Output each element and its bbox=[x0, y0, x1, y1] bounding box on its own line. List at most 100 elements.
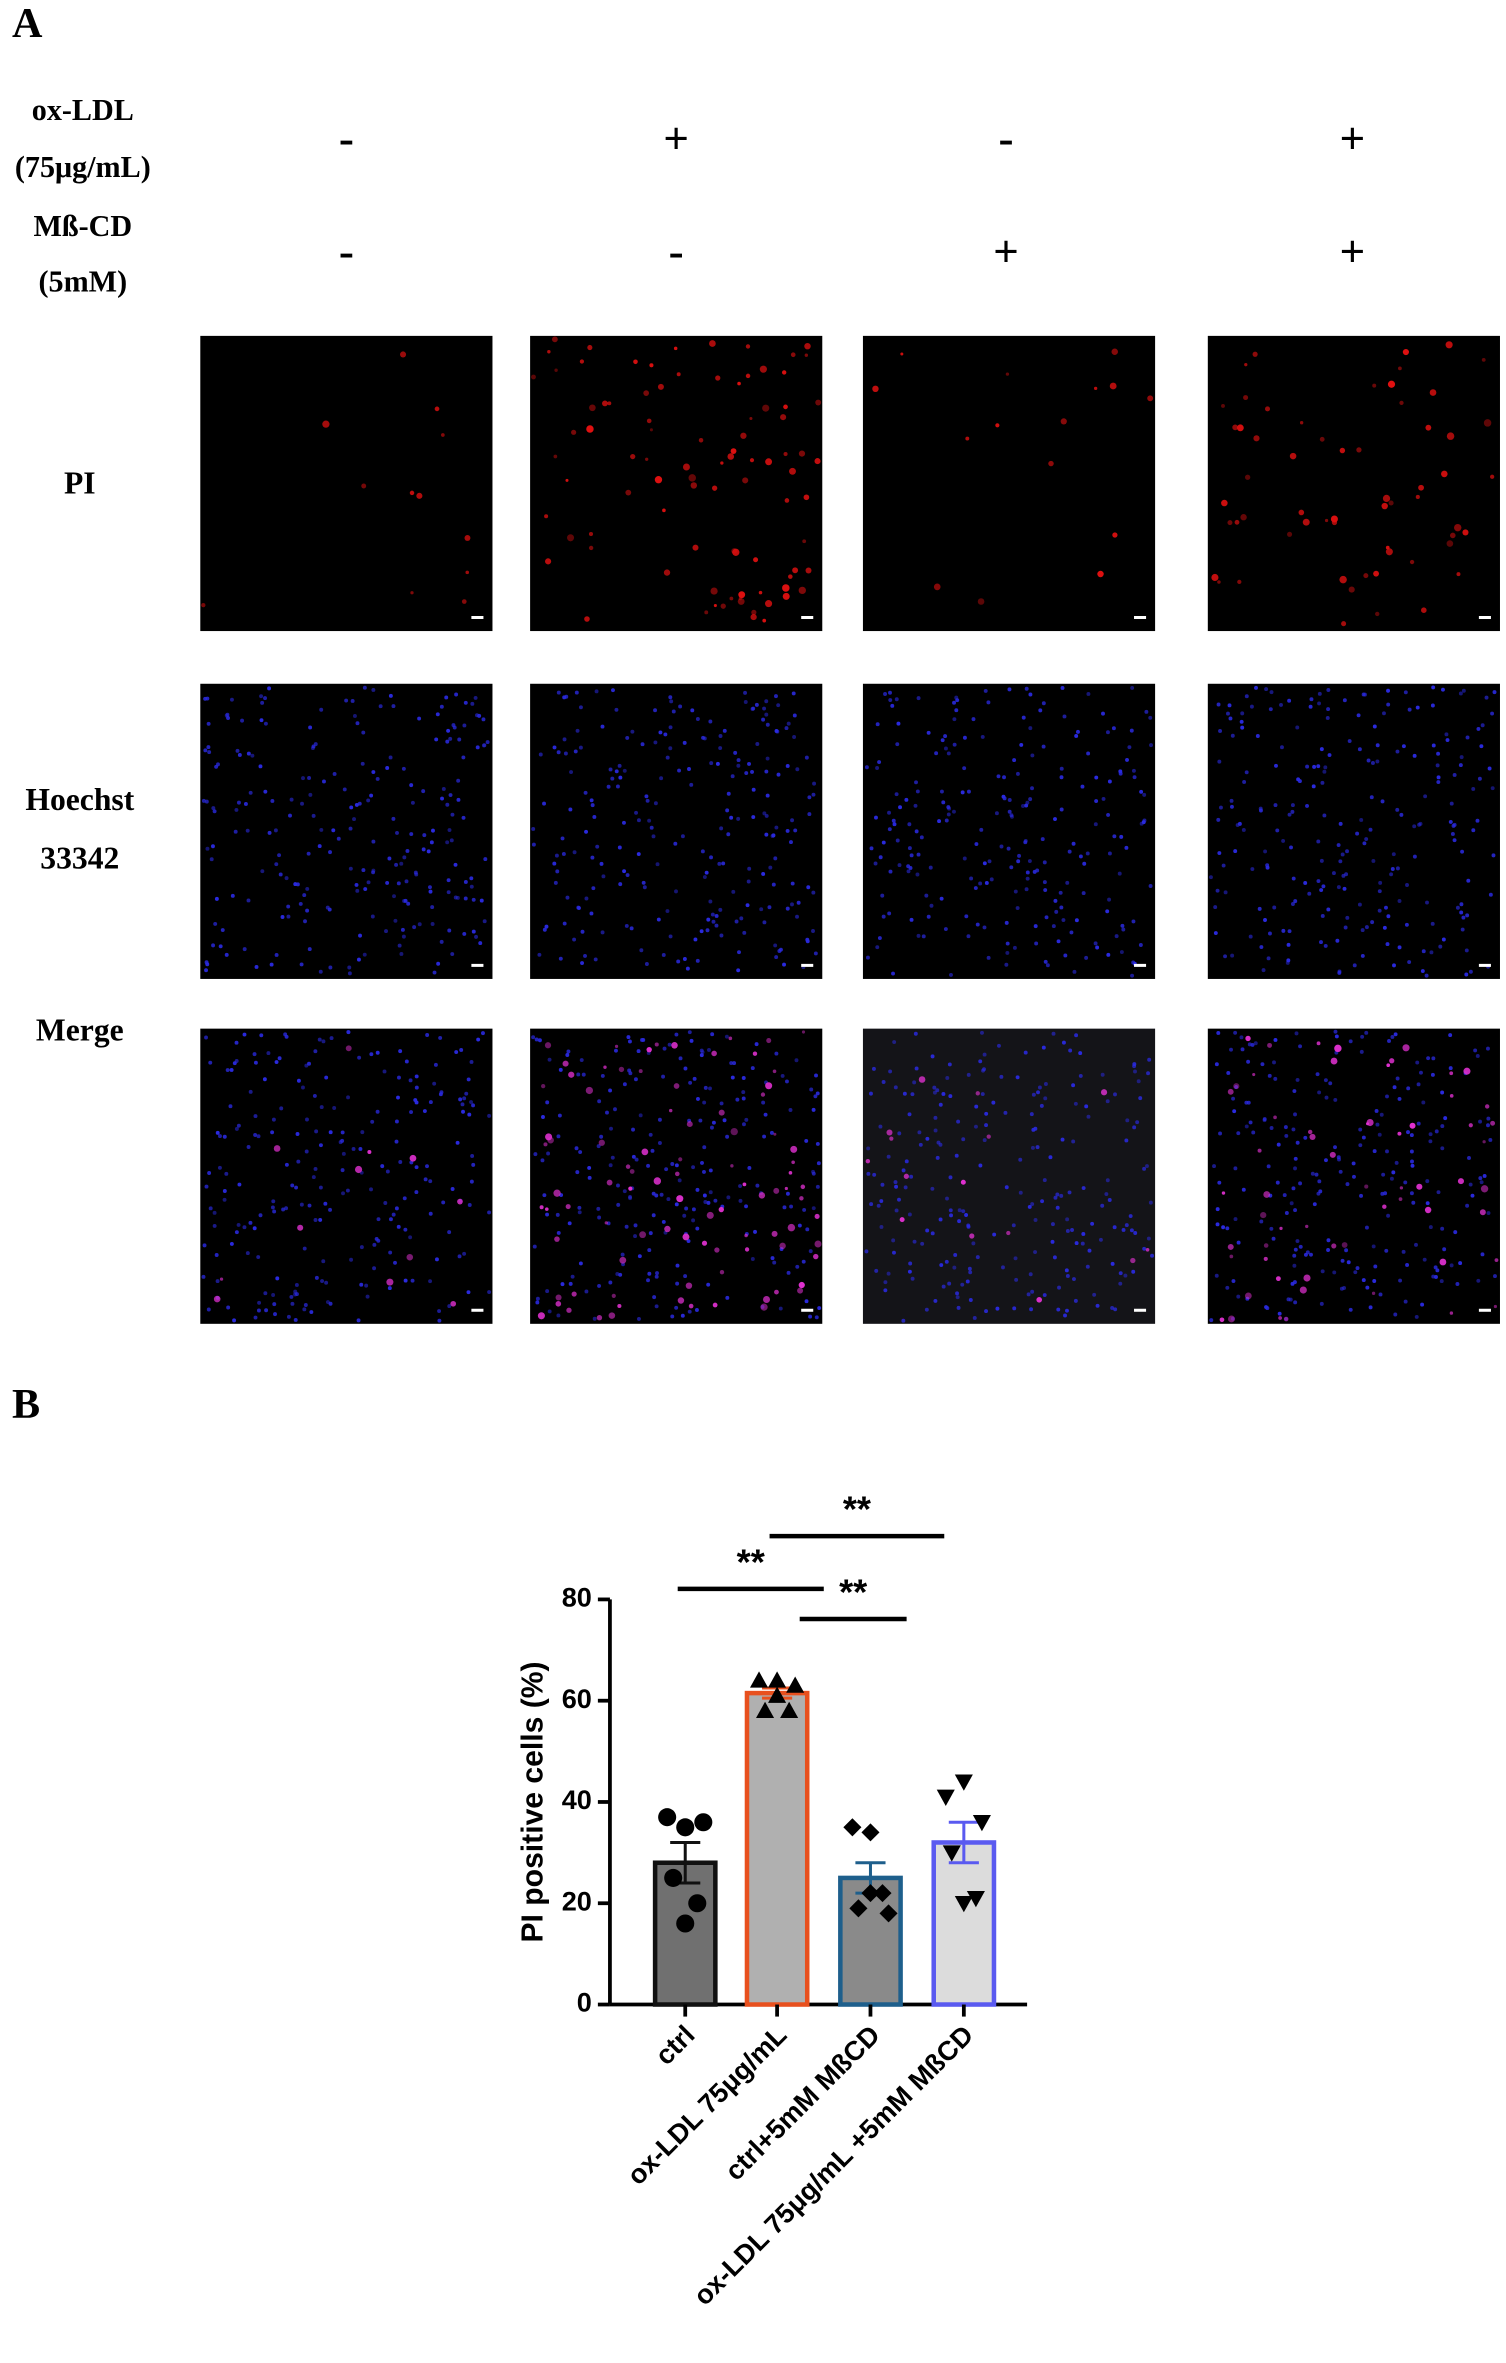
pi-cell bbox=[1316, 1041, 1321, 1046]
nucleus bbox=[1040, 837, 1045, 842]
nucleus bbox=[565, 1053, 570, 1057]
nucleus bbox=[314, 1129, 319, 1134]
nucleus bbox=[873, 861, 878, 866]
nucleus bbox=[797, 1223, 802, 1228]
nucleus bbox=[1231, 1279, 1236, 1284]
nucleus bbox=[593, 957, 598, 962]
nucleus bbox=[1320, 1269, 1325, 1274]
nucleus bbox=[1458, 1261, 1463, 1266]
nucleus bbox=[709, 761, 714, 766]
nucleus bbox=[1113, 1307, 1118, 1312]
nucleus bbox=[764, 699, 769, 704]
micrograph bbox=[862, 683, 1156, 979]
nucleus bbox=[982, 1138, 987, 1143]
nucleus bbox=[537, 1038, 542, 1043]
nucleus bbox=[1389, 872, 1394, 877]
nucleus bbox=[259, 718, 264, 723]
nucleus bbox=[1269, 1126, 1274, 1130]
pi-cell bbox=[653, 1177, 662, 1185]
pi-cell bbox=[629, 1169, 635, 1174]
pi-cell bbox=[1484, 1104, 1490, 1109]
pi-cell bbox=[765, 600, 773, 608]
nucleus bbox=[674, 1032, 679, 1037]
nucleus bbox=[317, 844, 322, 849]
nucleus bbox=[1486, 1116, 1491, 1121]
nucleus bbox=[980, 1092, 985, 1096]
nucleus bbox=[352, 713, 357, 718]
nucleus bbox=[222, 1134, 227, 1139]
nucleus bbox=[1363, 692, 1367, 697]
pi-cell bbox=[645, 457, 649, 461]
nucleus bbox=[286, 914, 291, 919]
nucleus bbox=[1028, 797, 1033, 802]
nucleus bbox=[913, 1031, 918, 1036]
pi-cell bbox=[753, 557, 759, 563]
nucleus bbox=[1440, 1090, 1445, 1095]
nucleus bbox=[437, 1318, 442, 1323]
nucleus bbox=[945, 1076, 950, 1080]
pi-cell bbox=[1233, 1083, 1240, 1090]
nucleus bbox=[429, 840, 434, 845]
nucleus bbox=[1093, 822, 1098, 827]
nucleus bbox=[573, 749, 578, 754]
nucleus bbox=[895, 742, 900, 747]
nucleus bbox=[479, 898, 484, 903]
nucleus bbox=[908, 865, 913, 870]
nucleus bbox=[785, 764, 790, 768]
nucleus bbox=[704, 870, 709, 875]
nucleus bbox=[1237, 821, 1242, 826]
nucleus bbox=[224, 952, 229, 957]
nucleus bbox=[1473, 1048, 1478, 1053]
nucleus bbox=[1377, 1132, 1382, 1137]
pi-cell bbox=[1217, 580, 1221, 584]
nucleus bbox=[375, 1109, 380, 1114]
nucleus bbox=[907, 1212, 912, 1217]
pi-cell bbox=[1429, 389, 1437, 396]
pi-cell bbox=[641, 1148, 649, 1156]
nucleus bbox=[1213, 931, 1218, 936]
pi-cell bbox=[1446, 432, 1455, 440]
nucleus bbox=[939, 1263, 944, 1267]
nucleus bbox=[964, 914, 969, 919]
nucleus bbox=[1468, 1182, 1473, 1187]
nucleus bbox=[682, 957, 687, 961]
nucleus bbox=[1478, 1176, 1483, 1181]
nucleus bbox=[1332, 1270, 1337, 1275]
nucleus bbox=[1459, 902, 1464, 907]
nucleus bbox=[668, 746, 673, 751]
nucleus bbox=[952, 809, 956, 814]
nucleus bbox=[764, 769, 769, 774]
nucleus bbox=[609, 1126, 613, 1131]
nucleus bbox=[736, 968, 741, 973]
pi-cell bbox=[1279, 1226, 1283, 1231]
nucleus bbox=[880, 1182, 885, 1187]
nucleus bbox=[880, 893, 885, 898]
nucleus bbox=[948, 1094, 953, 1099]
nucleus bbox=[702, 1193, 707, 1198]
nucleus bbox=[606, 784, 611, 789]
nucleus bbox=[987, 859, 992, 864]
nucleus bbox=[263, 789, 268, 794]
pi-cell bbox=[1409, 559, 1415, 565]
nucleus bbox=[403, 1278, 408, 1283]
pi-cell bbox=[780, 414, 787, 421]
nucleus bbox=[650, 1148, 655, 1153]
nucleus bbox=[1123, 1273, 1128, 1278]
nucleus bbox=[307, 775, 312, 780]
nucleus bbox=[1090, 1221, 1095, 1226]
nucleus bbox=[807, 812, 812, 817]
pi-cell bbox=[565, 1204, 571, 1210]
nucleus bbox=[421, 847, 426, 852]
nucleus bbox=[616, 1202, 621, 1207]
nucleus bbox=[726, 1195, 731, 1200]
pi-cell bbox=[1130, 1257, 1136, 1264]
nucleus bbox=[1042, 860, 1047, 865]
pi-cell bbox=[603, 1065, 607, 1069]
nucleus bbox=[1459, 910, 1464, 915]
nucleus bbox=[272, 1209, 277, 1214]
pi-cell bbox=[1303, 1274, 1311, 1282]
pi-cell bbox=[1382, 494, 1391, 503]
pi-cell bbox=[1112, 532, 1118, 538]
pi-cell bbox=[354, 1165, 363, 1174]
nucleus bbox=[971, 1241, 976, 1246]
